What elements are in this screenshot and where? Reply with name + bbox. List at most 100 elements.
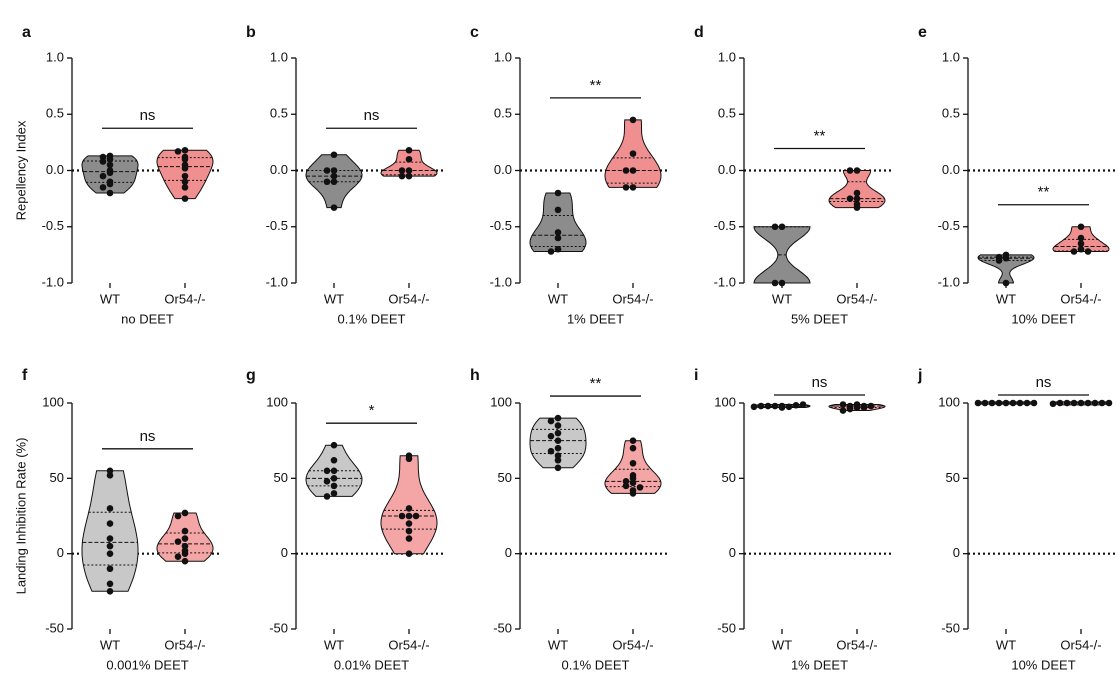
x-tick-label: WT bbox=[996, 291, 1016, 306]
x-tick-label: Or54-/- bbox=[1060, 637, 1101, 652]
y-tick-label: -0.5 bbox=[266, 218, 288, 233]
data-point bbox=[995, 257, 1003, 264]
panel: e -1.0 -0.5 0.0 0.5 1.0 WT Or54-/- ** 10% DEET bbox=[918, 24, 1118, 326]
data-point bbox=[323, 478, 331, 485]
data-point bbox=[622, 482, 630, 490]
data-point bbox=[622, 184, 630, 191]
data-point bbox=[629, 437, 637, 444]
y-tick-label: 0.0 bbox=[942, 162, 960, 177]
x-axis-label: no DEET bbox=[121, 311, 174, 326]
data-point bbox=[181, 535, 189, 542]
data-point bbox=[1056, 399, 1064, 407]
data-point bbox=[405, 505, 413, 512]
data-point bbox=[405, 535, 413, 542]
data-point bbox=[853, 404, 861, 411]
y-tick-label: -50 bbox=[941, 620, 960, 635]
x-tick-label: WT bbox=[996, 637, 1016, 652]
y-tick-label: -0.5 bbox=[42, 218, 64, 233]
data-point bbox=[839, 401, 847, 408]
data-point bbox=[323, 167, 331, 174]
data-point bbox=[750, 403, 758, 411]
data-point bbox=[181, 195, 189, 202]
data-point bbox=[106, 155, 114, 163]
data-point bbox=[547, 447, 555, 455]
x-tick-label: WT bbox=[772, 637, 792, 652]
data-point bbox=[1077, 234, 1085, 242]
panel-letter: j bbox=[917, 367, 922, 384]
data-point bbox=[785, 403, 793, 411]
data-point bbox=[1091, 399, 1099, 407]
data-point bbox=[330, 172, 338, 180]
data-point bbox=[181, 527, 189, 535]
significance-label: ns bbox=[1036, 374, 1052, 391]
data-point bbox=[330, 178, 338, 186]
y-tick-label: 1.0 bbox=[46, 49, 64, 64]
data-point bbox=[554, 456, 562, 464]
violin bbox=[81, 470, 139, 592]
data-point bbox=[778, 223, 786, 231]
data-point bbox=[1030, 399, 1038, 407]
x-tick-label: Or54-/- bbox=[388, 637, 429, 652]
data-point bbox=[181, 178, 189, 186]
data-point bbox=[412, 512, 420, 520]
significance-label: ** bbox=[1038, 184, 1050, 201]
x-axis-label: 1% DEET bbox=[567, 311, 624, 326]
y-tick-label: 1.0 bbox=[942, 49, 960, 64]
x-axis-label: 0.001% DEET bbox=[106, 657, 188, 672]
data-point bbox=[174, 553, 182, 560]
x-tick-label: Or54-/- bbox=[836, 291, 877, 306]
data-point bbox=[554, 414, 562, 422]
data-point bbox=[629, 490, 637, 497]
violin bbox=[977, 254, 1035, 284]
y-tick-label: 1.0 bbox=[718, 49, 736, 64]
data-point bbox=[106, 520, 114, 527]
x-tick-label: Or54-/- bbox=[1060, 291, 1101, 306]
y-tick-label: 0.5 bbox=[46, 106, 64, 121]
y-tick-label: 0 bbox=[505, 545, 512, 560]
y-tick-label: -50 bbox=[717, 620, 736, 635]
data-point bbox=[629, 116, 637, 124]
panel: f Landing Inhibition Rate (%) -50 0 50 100 WT O… bbox=[13, 367, 222, 672]
data-point bbox=[1049, 400, 1057, 408]
data-point bbox=[106, 472, 114, 479]
significance-label: ns bbox=[140, 428, 156, 445]
data-point bbox=[330, 482, 338, 490]
data-point bbox=[181, 542, 189, 550]
data-point bbox=[181, 184, 189, 191]
data-point bbox=[547, 248, 555, 255]
data-point bbox=[839, 407, 847, 414]
significance-label: ** bbox=[590, 77, 602, 94]
y-tick-label: 50 bbox=[50, 470, 64, 485]
y-tick-label: 0 bbox=[281, 545, 288, 560]
violin bbox=[529, 192, 587, 252]
data-point bbox=[629, 475, 637, 482]
y-tick-label: -1.0 bbox=[938, 274, 960, 289]
data-point bbox=[629, 167, 637, 174]
data-point bbox=[106, 189, 114, 197]
x-axis-label: 10% DEET bbox=[1011, 311, 1075, 326]
x-tick-label: WT bbox=[324, 291, 344, 306]
x-tick-label: Or54-/- bbox=[612, 291, 653, 306]
data-point bbox=[330, 441, 338, 449]
data-point bbox=[554, 452, 562, 460]
panel: c -1.0 -0.5 0.0 0.5 1.0 WT Or54-/- ** 1% DEET bbox=[470, 24, 670, 326]
data-point bbox=[846, 405, 854, 413]
data-point bbox=[554, 229, 562, 236]
x-tick-label: WT bbox=[324, 637, 344, 652]
panel-letter: f bbox=[22, 367, 28, 384]
data-point bbox=[1070, 399, 1078, 407]
data-point bbox=[853, 167, 861, 174]
data-point bbox=[398, 172, 406, 180]
data-point bbox=[1098, 399, 1106, 407]
data-point bbox=[106, 588, 114, 595]
data-point bbox=[181, 172, 189, 180]
data-point bbox=[181, 155, 189, 163]
data-point bbox=[181, 557, 189, 565]
data-point bbox=[771, 402, 779, 410]
x-tick-label: Or54-/- bbox=[612, 637, 653, 652]
data-point bbox=[106, 565, 114, 573]
x-tick-label: WT bbox=[772, 291, 792, 306]
data-point bbox=[1105, 399, 1113, 407]
data-point bbox=[330, 475, 338, 482]
data-point bbox=[1009, 399, 1017, 407]
